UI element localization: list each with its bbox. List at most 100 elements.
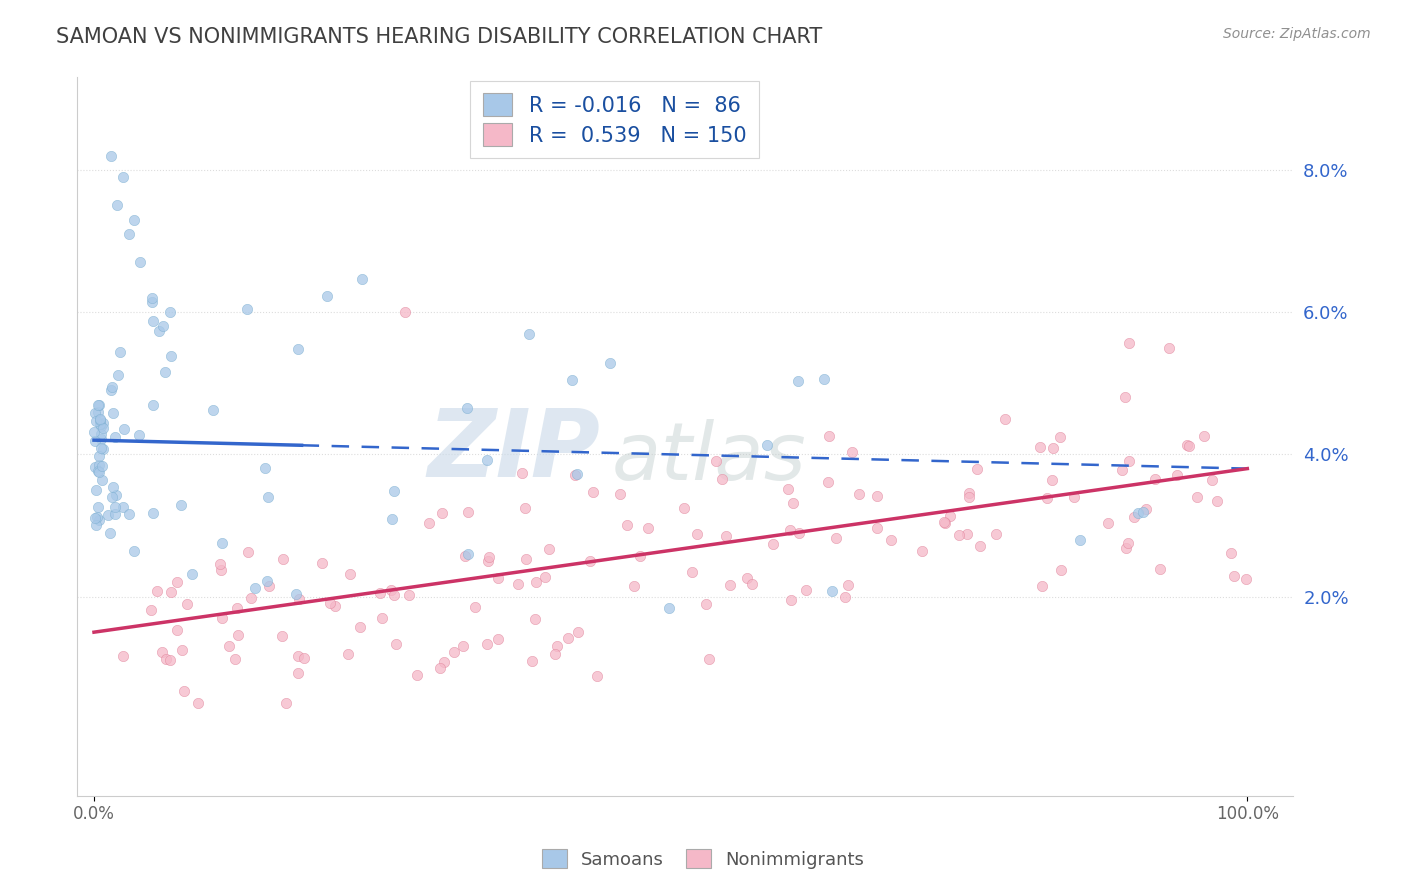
Point bbox=[271, 551, 294, 566]
Point bbox=[104, 500, 127, 515]
Point bbox=[150, 645, 173, 659]
Point bbox=[311, 556, 333, 570]
Point bbox=[762, 537, 785, 551]
Point bbox=[1115, 541, 1137, 555]
Point bbox=[141, 603, 163, 617]
Point bbox=[243, 582, 266, 596]
Point bbox=[380, 582, 402, 597]
Point bbox=[510, 466, 533, 480]
Point bbox=[779, 593, 801, 607]
Point bbox=[111, 169, 134, 184]
Point bbox=[710, 472, 733, 486]
Point bbox=[91, 421, 114, 435]
Point bbox=[522, 654, 544, 668]
Point bbox=[90, 441, 112, 455]
Point bbox=[86, 483, 108, 497]
Point bbox=[1031, 579, 1053, 593]
Point bbox=[224, 652, 246, 666]
Point bbox=[457, 547, 479, 561]
Point bbox=[994, 412, 1017, 426]
Point bbox=[181, 566, 204, 581]
Point bbox=[1118, 335, 1140, 350]
Point bbox=[170, 643, 193, 657]
Point bbox=[616, 518, 638, 533]
Point bbox=[406, 668, 429, 682]
Point bbox=[755, 438, 778, 452]
Point bbox=[170, 498, 193, 512]
Point bbox=[561, 373, 583, 387]
Point bbox=[97, 508, 120, 522]
Point bbox=[118, 507, 141, 521]
Point bbox=[794, 583, 817, 598]
Point bbox=[211, 536, 233, 550]
Point bbox=[173, 684, 195, 698]
Point bbox=[104, 508, 127, 522]
Point bbox=[475, 636, 498, 650]
Point bbox=[1219, 546, 1241, 560]
Point bbox=[101, 490, 124, 504]
Point bbox=[240, 591, 263, 606]
Point bbox=[236, 545, 259, 559]
Point bbox=[1135, 502, 1157, 516]
Point bbox=[368, 585, 391, 599]
Point bbox=[87, 405, 110, 419]
Point bbox=[1192, 429, 1215, 443]
Point bbox=[100, 149, 122, 163]
Point bbox=[586, 668, 609, 682]
Point bbox=[533, 570, 555, 584]
Point bbox=[741, 577, 763, 591]
Point bbox=[578, 554, 600, 568]
Point bbox=[90, 432, 112, 446]
Point bbox=[398, 588, 420, 602]
Point bbox=[87, 449, 110, 463]
Point bbox=[87, 458, 110, 472]
Point bbox=[848, 486, 870, 500]
Point bbox=[146, 584, 169, 599]
Point bbox=[91, 459, 114, 474]
Point bbox=[148, 324, 170, 338]
Point bbox=[1069, 533, 1091, 547]
Point bbox=[384, 637, 406, 651]
Point bbox=[336, 647, 359, 661]
Point bbox=[257, 490, 280, 504]
Point bbox=[187, 696, 209, 710]
Point bbox=[112, 648, 135, 663]
Point bbox=[87, 513, 110, 527]
Point bbox=[101, 406, 124, 420]
Point bbox=[866, 521, 889, 535]
Point bbox=[287, 342, 309, 356]
Point bbox=[506, 576, 529, 591]
Point bbox=[477, 554, 499, 568]
Point bbox=[349, 620, 371, 634]
Point bbox=[429, 661, 451, 675]
Point bbox=[939, 509, 962, 524]
Point bbox=[486, 571, 509, 585]
Point bbox=[1114, 391, 1136, 405]
Point bbox=[176, 597, 198, 611]
Point bbox=[880, 533, 903, 547]
Point bbox=[152, 319, 174, 334]
Point bbox=[253, 461, 276, 475]
Point bbox=[211, 611, 233, 625]
Point bbox=[786, 374, 808, 388]
Point bbox=[381, 512, 404, 526]
Point bbox=[1144, 472, 1167, 486]
Point bbox=[1236, 572, 1258, 586]
Text: ZIP: ZIP bbox=[427, 405, 600, 497]
Point bbox=[1149, 562, 1171, 576]
Point bbox=[141, 398, 163, 412]
Point bbox=[673, 500, 696, 515]
Point bbox=[457, 505, 479, 519]
Point bbox=[1036, 491, 1059, 505]
Point bbox=[735, 570, 758, 584]
Point bbox=[557, 631, 579, 645]
Point bbox=[1040, 473, 1063, 487]
Point bbox=[1178, 439, 1201, 453]
Point bbox=[226, 628, 249, 642]
Point bbox=[513, 500, 536, 515]
Point bbox=[107, 368, 129, 383]
Point bbox=[83, 459, 105, 474]
Point bbox=[969, 539, 991, 553]
Point bbox=[100, 383, 122, 397]
Point bbox=[517, 327, 540, 342]
